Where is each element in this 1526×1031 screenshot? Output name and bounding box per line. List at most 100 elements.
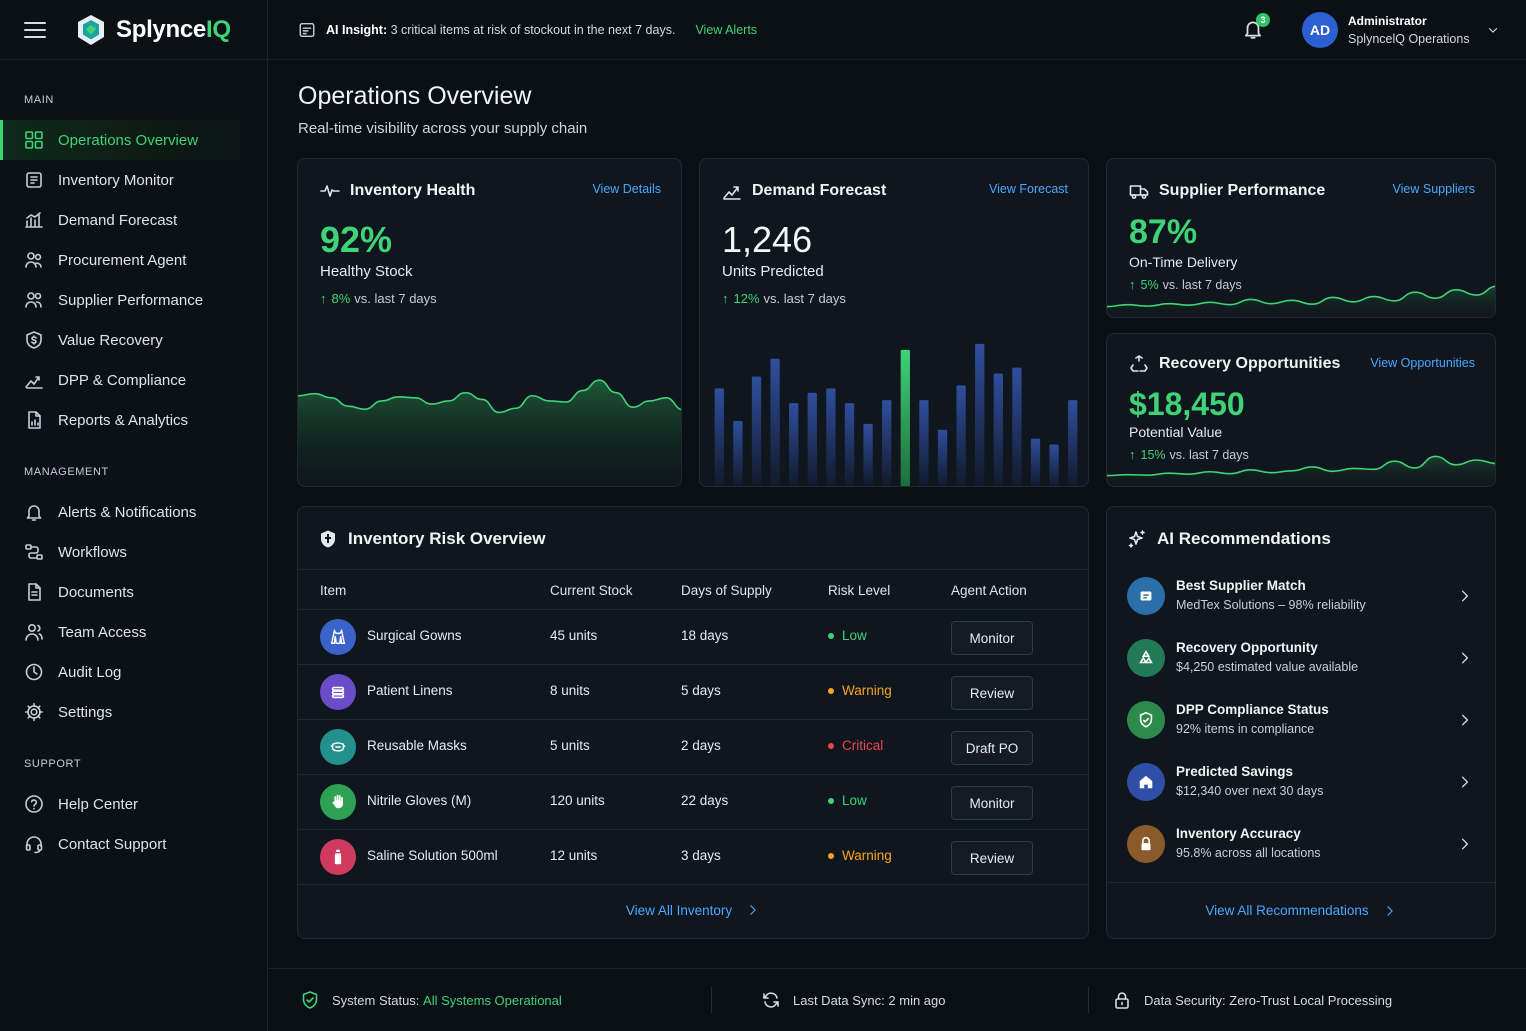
demand-forecast-delta: ↑ 12% vs. last 7 days: [722, 291, 846, 306]
card-title: AI Recommendations: [1157, 529, 1331, 548]
draft-po-button[interactable]: Draft PO: [951, 731, 1033, 765]
view-forecast-link[interactable]: View Forecast: [989, 182, 1068, 196]
view-details-link[interactable]: View Details: [592, 182, 661, 196]
sidebar-item-operations-overview[interactable]: Operations Overview: [0, 120, 267, 160]
forecast-bar: [807, 392, 817, 486]
status-dot: [828, 687, 834, 694]
sidebar-item-dpp-compliance[interactable]: DPP & Compliance: [0, 360, 267, 400]
list-item[interactable]: DPP Compliance Status 92% items in compl…: [1107, 693, 1495, 755]
sidebar-item-reports-analytics[interactable]: Reports & Analytics: [0, 400, 267, 440]
view-all-recommendations-link[interactable]: View All Recommendations: [1107, 882, 1495, 938]
sidebar-item-team-access[interactable]: Team Access: [0, 612, 267, 652]
view-alerts-link[interactable]: View Alerts: [695, 22, 758, 37]
trend-area: [1107, 286, 1495, 317]
list-item[interactable]: Predicted Savings $12,340 over next 30 d…: [1107, 755, 1495, 817]
current-stock: 12 units: [550, 848, 598, 863]
view-opportunities-link[interactable]: View Opportunities: [1370, 356, 1475, 370]
recommendation-title: DPP Compliance Status: [1176, 702, 1329, 717]
card-title: Inventory Risk Overview: [348, 529, 546, 548]
risk-level: Warning: [828, 683, 892, 698]
arrow-up-icon: ↑: [722, 291, 729, 306]
demand-forecast-value: 1,246: [722, 219, 813, 260]
chevron-right-icon: [1461, 838, 1469, 850]
forecast-bar: [789, 403, 799, 486]
recovery-opportunities-delta: ↑ 15% vs. last 7 days: [1129, 447, 1249, 462]
current-stock: 45 units: [550, 628, 598, 643]
card-title: Demand Forecast: [752, 182, 887, 199]
forecast-bar-highlight: [900, 349, 910, 486]
data-security: Data Security: Zero-Trust Local Processi…: [1112, 990, 1392, 1010]
sidebar-item-contact-support[interactable]: Contact Support: [0, 824, 267, 864]
forecast-bar: [1030, 438, 1041, 486]
sidebar-item-inventory-monitor[interactable]: Inventory Monitor: [0, 160, 267, 200]
trend-line: [298, 379, 681, 414]
list-item[interactable]: Recovery Opportunity $4,250 estimated va…: [1107, 631, 1495, 693]
sidebar-item-value-recovery[interactable]: Value Recovery: [0, 320, 267, 360]
view-all-inventory-label: View All Inventory: [625, 902, 733, 918]
inventory-health-trend-chart: [298, 379, 681, 486]
logo-text: SplynceIQ: [116, 15, 231, 43]
review-button[interactable]: Review: [951, 676, 1033, 710]
sidebar-item-workflows[interactable]: Workflows: [0, 532, 267, 572]
brand-bar: SplynceIQ: [0, 0, 267, 60]
trend-icon: [24, 370, 45, 391]
menu-icon[interactable]: [24, 21, 46, 38]
recommendation-subtitle: $4,250 estimated value available: [1176, 660, 1359, 674]
review-button[interactable]: Review: [951, 841, 1033, 875]
sidebar-item-supplier-performance[interactable]: Supplier Performance: [0, 280, 267, 320]
truck-icon: [1129, 181, 1149, 201]
sidebar-item-procurement-agent[interactable]: Procurement Agent: [0, 240, 267, 280]
sidebar-item-audit-log[interactable]: Audit Log: [0, 652, 267, 692]
sidebar-item-label: Supplier Performance: [58, 291, 204, 309]
days-of-supply: 2 days: [681, 738, 721, 753]
inventory-icon: [24, 170, 45, 191]
sidebar-item-demand-forecast[interactable]: Demand Forecast: [0, 200, 267, 240]
view-suppliers-link[interactable]: View Suppliers: [1392, 182, 1475, 196]
chevron-right-icon: [1461, 590, 1469, 602]
card-header: AI Recommendations: [1127, 529, 1331, 549]
shield-check-icon: [300, 990, 320, 1010]
page-subtitle: Real-time visibility across your supply …: [298, 120, 588, 137]
forecast-bar: [919, 400, 929, 486]
lock-icon: [1112, 990, 1132, 1010]
current-stock: 120 units: [550, 793, 605, 808]
recycle-icon: [1127, 639, 1165, 677]
sidebar-item-help-center[interactable]: Help Center: [0, 784, 267, 824]
users-icon: [24, 290, 45, 311]
user-org: SplyncelQ Operations: [1348, 32, 1470, 46]
notifications-button[interactable]: 3: [1242, 13, 1270, 42]
list-item[interactable]: Best Supplier Match MedTex Solutions – 9…: [1107, 569, 1495, 631]
sidebar-item-settings[interactable]: Settings: [0, 692, 267, 732]
supplier-icon: [1127, 577, 1165, 615]
current-stock: 8 units: [550, 683, 590, 698]
column-header-agent-action: Agent Action: [951, 583, 1027, 598]
table-row: Surgical Gowns 45 units 18 days Low Moni…: [298, 610, 1088, 665]
sidebar-item-label: Inventory Monitor: [58, 171, 174, 189]
sidebar-item-alerts-notifications[interactable]: Alerts & Notifications: [0, 492, 267, 532]
inventory-health-label: Healthy Stock: [320, 263, 413, 280]
nav-title-management: MANAGEMENT: [24, 466, 109, 478]
forecast-bar: [770, 358, 780, 486]
sidebar-item-documents[interactable]: Documents: [0, 572, 267, 612]
recommendation-subtitle: MedTex Solutions – 98% reliability: [1176, 598, 1366, 612]
inventory-risk-card: Inventory Risk Overview Item Current Sto…: [297, 506, 1089, 939]
sidebar-item-label: Workflows: [58, 543, 127, 561]
forecast-bar: [937, 429, 948, 486]
monitor-button[interactable]: Monitor: [951, 621, 1033, 655]
list-item[interactable]: Inventory Accuracy 95.8% across all loca…: [1107, 817, 1495, 879]
user-menu[interactable]: AD Administrator SplyncelQ Operations: [1302, 12, 1500, 48]
view-all-inventory-link[interactable]: View All Inventory: [298, 882, 1088, 938]
card-title: Supplier Performance: [1159, 182, 1326, 199]
logo[interactable]: SplynceIQ: [74, 13, 231, 47]
card-header: Inventory Risk Overview: [318, 529, 545, 549]
sidebar-item-label: Value Recovery: [58, 331, 163, 349]
user-name: Administrator: [1348, 14, 1427, 28]
trend-line: [1107, 455, 1495, 477]
bell-icon: [24, 502, 45, 523]
sync-icon: [761, 990, 781, 1010]
monitor-button[interactable]: Monitor: [951, 786, 1033, 820]
recommendation-title: Predicted Savings: [1176, 764, 1294, 779]
chevron-right-icon: [1461, 714, 1469, 726]
sidebar: SplynceIQ MAIN Operations Overview Inven…: [0, 0, 268, 1031]
recommendation-subtitle: 92% items in compliance: [1176, 722, 1315, 736]
